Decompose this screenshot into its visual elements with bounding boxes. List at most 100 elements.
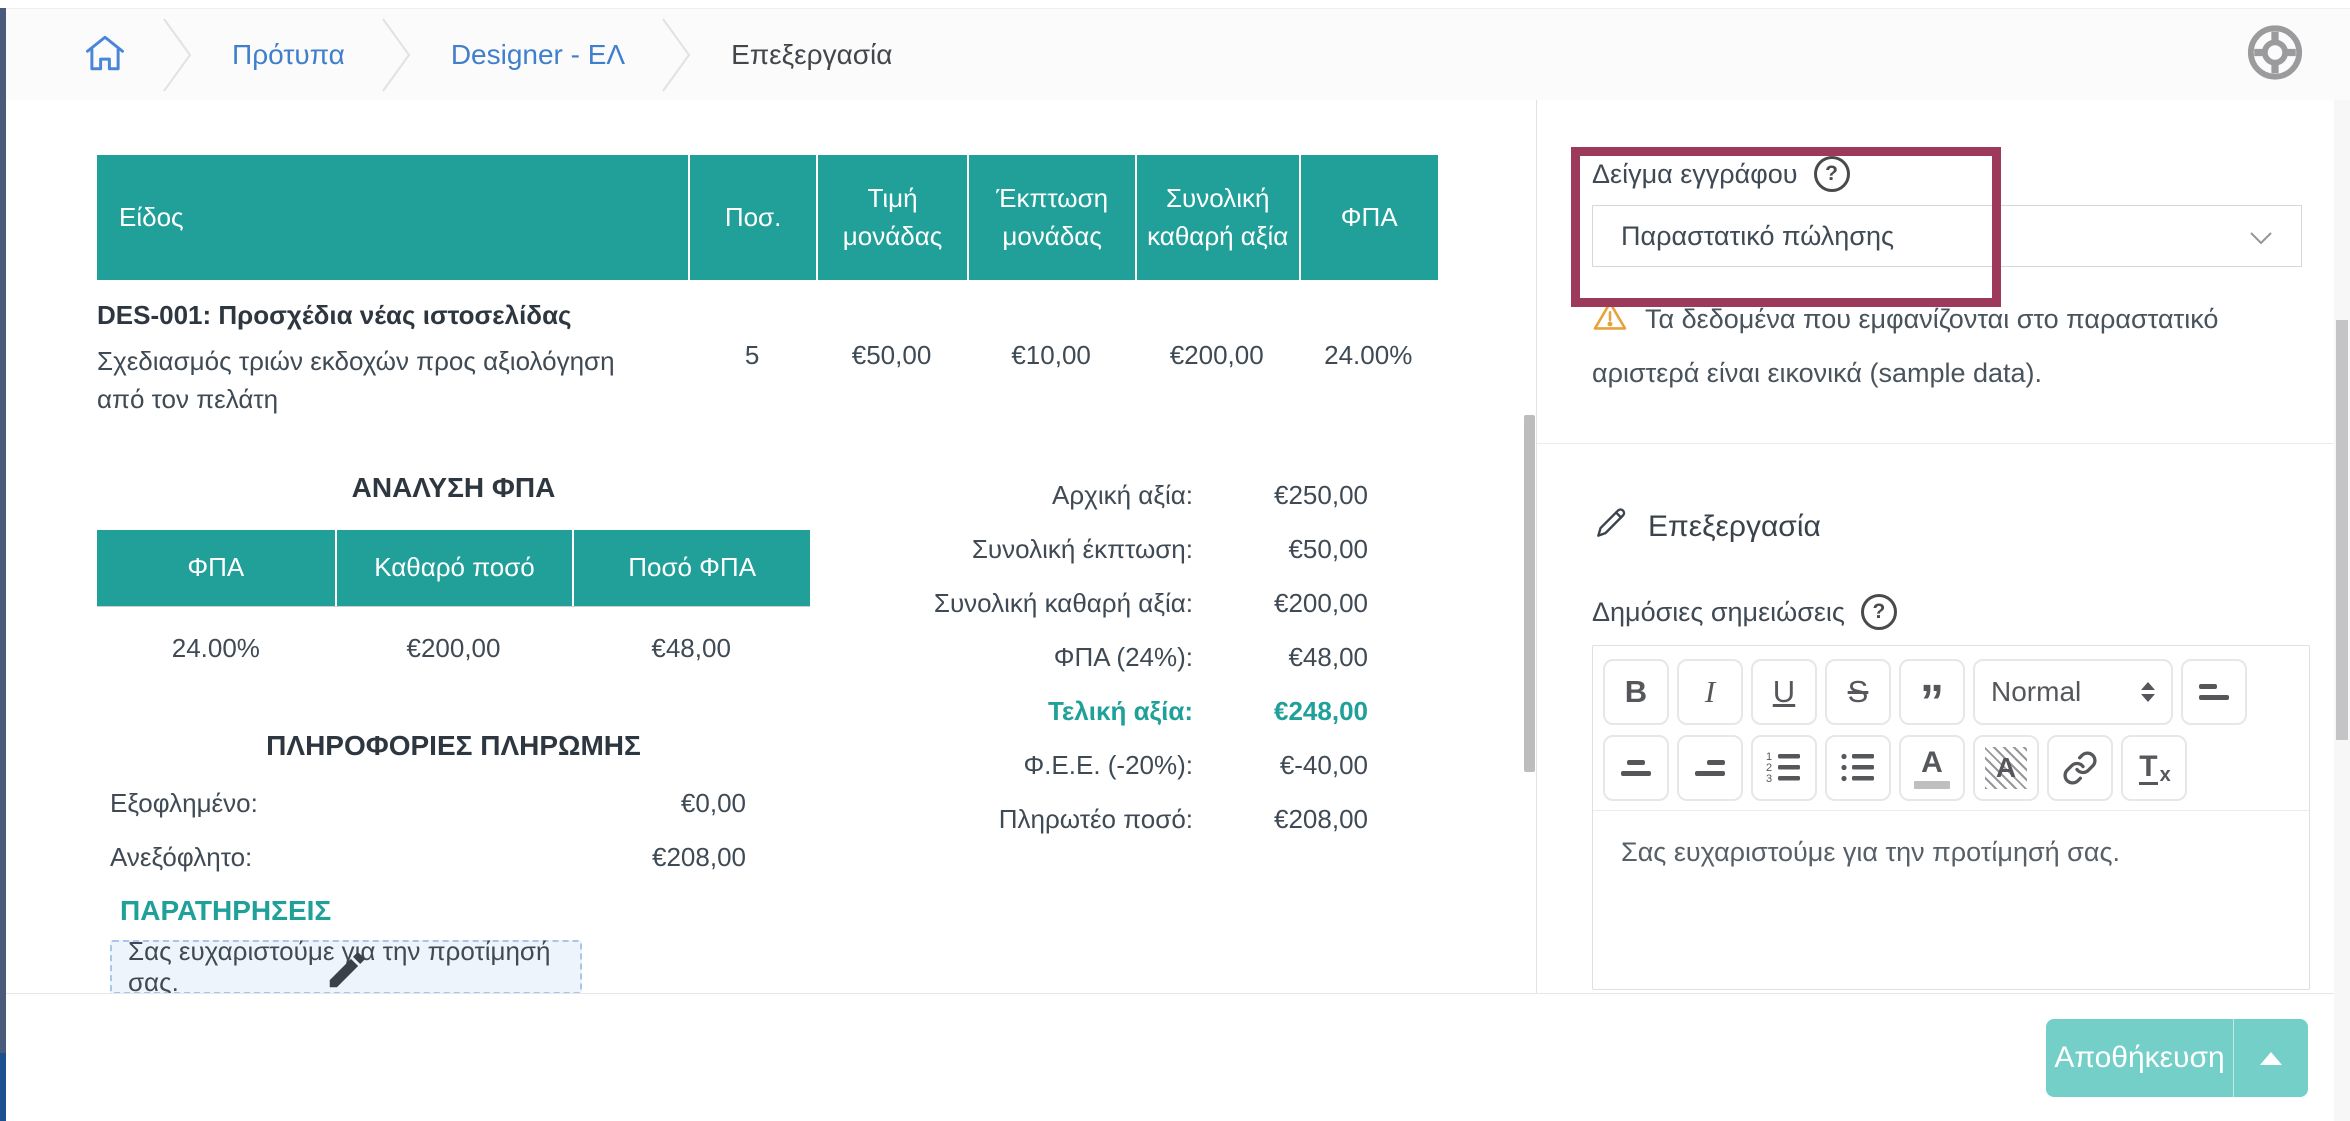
list-item: Φ.Ε.Ε. (-20%): €-40,00 (888, 738, 1368, 792)
paid-value: €0,00 (680, 787, 746, 818)
strikethrough-button[interactable]: S (1825, 659, 1891, 725)
item-vat: 24.00% (1324, 340, 1413, 370)
list-item: Πληρωτέο ποσό: €208,00 (888, 792, 1368, 846)
vat-header-rate: ΦΠΑ (187, 552, 245, 583)
window-scrollbar-thumb[interactable] (2336, 320, 2348, 740)
items-header-unit-price: Τιμή μονάδας (815, 155, 968, 280)
vat-header-net: Καθαρό ποσό (334, 530, 573, 606)
pencil-icon (1592, 504, 1630, 550)
sample-data-warning: Τα δεδομένα που εμφανίζονται στο παραστα… (1592, 292, 2297, 400)
vat-analysis-table: ΦΠΑ Καθαρό ποσό Ποσό ΦΠΑ 24.00% €200,00 … (97, 530, 810, 664)
vat-analysis-title: ΑΝΑΛΥΣΗ ΦΠΑ (351, 472, 556, 503)
breadcrumb-chevron-icon (659, 9, 697, 101)
bold-button[interactable]: B (1603, 659, 1669, 725)
notes-section-title: ΠΑΡΑΤΗΡΗΣΕΙΣ (120, 895, 332, 926)
total-label: Φ.Ε.Ε. (-20%): (1023, 749, 1193, 780)
public-notes-content[interactable]: Σας ευχαριστούμε για την προτίμησή σας. (1621, 837, 2120, 867)
text-color-button[interactable]: A (1899, 735, 1965, 801)
list-item: Συνολική έκπτωση: €50,00 (888, 522, 1368, 576)
link-button[interactable] (2047, 735, 2113, 801)
panel-divider (1536, 100, 1537, 993)
item-unit-discount: €10,00 (1011, 340, 1091, 370)
total-label: Τελική αξία: (1047, 695, 1193, 726)
total-value: €208,00 (1274, 803, 1368, 834)
align-center-button[interactable] (1603, 735, 1669, 801)
window-scrollbar-track[interactable] (2334, 100, 2350, 1121)
total-value: €-40,00 (1279, 749, 1368, 780)
support-button[interactable] (2246, 24, 2304, 87)
total-label: ΦΠΑ (24%): (1053, 641, 1193, 672)
background-color-button[interactable]: A (1973, 735, 2039, 801)
table-row: 24.00% €200,00 €48,00 (97, 607, 810, 664)
items-header-qty: Ποσ. (688, 155, 815, 280)
total-label: Συνολική έκπτωση: (971, 533, 1193, 564)
italic-button[interactable]: I (1677, 659, 1743, 725)
chevron-down-icon (2249, 221, 2273, 252)
breadcrumb-bar: Πρότυπα Designer - ΕΛ Επεξεργασία (6, 8, 2350, 102)
breadcrumb: Πρότυπα Designer - ΕΛ Επεξεργασία (6, 9, 892, 101)
total-label: Συνολική καθαρή αξία: (933, 587, 1193, 618)
question-circle-icon[interactable]: ? (1813, 156, 1850, 192)
items-header-unit-discount: Έκπτωση μονάδας (967, 155, 1135, 280)
unpaid-label: Ανεξόφλητο: (110, 841, 253, 872)
svg-text:1: 1 (1766, 751, 1772, 763)
notes-text: Σας ευχαριστούμε για την προτίμησή σας. (128, 936, 551, 997)
settings-panel: Δείγμα εγγράφου ? Παραστατικό πώλησης Τα… (1537, 100, 2334, 993)
left-accent-strip-bottom (0, 1053, 6, 1121)
public-notes-editor: B I U S ” Normal (1592, 645, 2310, 990)
item-quantity: 5 (744, 340, 760, 370)
final-total-row: Τελική αξία: €248,00 (888, 684, 1368, 738)
ordered-list-button[interactable]: 1 2 3 (1751, 735, 1817, 801)
vat-rate-value: 24.00% (171, 633, 260, 663)
item-unit-price: €50,00 (851, 340, 932, 370)
save-button[interactable]: Αποθήκευση (2046, 1019, 2234, 1097)
vat-amount-value: €48,00 (651, 633, 731, 663)
invoice-items-table: Είδος Ποσ. Τιμή μονάδας Έκπτωση μονάδας … (97, 155, 1438, 418)
invoice-totals: Αρχική αξία: €250,00 Συνολική έκπτωση: €… (888, 468, 1368, 846)
items-header-net-value: Συνολική καθαρή αξία (1134, 155, 1299, 280)
public-notes-label: Δημόσιες σημειώσεις (1592, 596, 1845, 627)
question-circle-icon[interactable]: ? (1860, 594, 1897, 630)
paragraph-format-select[interactable]: Normal (1973, 659, 2173, 725)
list-item: ΦΠΑ (24%): €48,00 (888, 630, 1368, 684)
align-left-button[interactable] (2181, 659, 2247, 725)
lifebuoy-icon (2246, 25, 2304, 86)
rich-text-toolbar: B I U S ” Normal (1593, 646, 2309, 811)
vat-and-payment-column: ΑΝΑΛΥΣΗ ΦΠΑ ΦΠΑ Καθαρό ποσό Ποσό ΦΠΑ 24.… (97, 472, 810, 884)
divider (1537, 443, 2334, 444)
warning-text: Τα δεδομένα που εμφανίζονται στο παραστα… (1592, 304, 2219, 388)
home-breadcrumb-link[interactable] (84, 33, 126, 78)
footer-bar: Αποθήκευση (6, 993, 2334, 1121)
save-split-button[interactable]: Αποθήκευση (2046, 1019, 2308, 1097)
align-right-button[interactable] (1677, 735, 1743, 801)
underline-button[interactable]: U (1751, 659, 1817, 725)
breadcrumb-chevron-icon (379, 9, 417, 101)
sample-document-label: Δείγμα εγγράφου (1592, 158, 1798, 189)
breadcrumb-current-edit: Επεξεργασία (731, 39, 893, 70)
invoice-template-preview: Είδος Ποσ. Τιμή μονάδας Έκπτωση μονάδας … (6, 100, 1536, 997)
item-net-value: €200,00 (1169, 340, 1264, 370)
breadcrumb-link-templates[interactable]: Πρότυπα (232, 39, 345, 70)
notes-editable-block[interactable]: Σας ευχαριστούμε για την προτίμησή σας. (110, 936, 582, 997)
breadcrumb-link-designer[interactable]: Designer - ΕΛ (450, 39, 626, 70)
total-label: Πληρωτέο ποσό: (998, 803, 1193, 834)
svg-text:2: 2 (1766, 762, 1772, 774)
breadcrumb-chevron-icon (160, 9, 198, 101)
save-options-toggle[interactable] (2234, 1019, 2308, 1097)
preview-scrollbar-thumb[interactable] (1524, 415, 1535, 772)
edit-section-title: Επεξεργασία (1648, 510, 1821, 543)
home-icon (84, 33, 126, 78)
total-value: €48,00 (1288, 641, 1368, 672)
items-header-vat: ΦΠΑ (1298, 155, 1438, 280)
svg-text:3: 3 (1766, 773, 1772, 785)
blockquote-button[interactable]: ” (1899, 659, 1965, 727)
bullet-list-button[interactable] (1825, 735, 1891, 801)
sample-document-select[interactable]: Παραστατικό πώλησης (1592, 205, 2302, 267)
paid-label: Εξοφλημένο: (110, 787, 258, 818)
total-value: €200,00 (1274, 587, 1368, 618)
item-description: Σχεδιασμός τριών εκδοχών προς αξιολόγηση… (97, 346, 615, 414)
items-table-header: Είδος Ποσ. Τιμή μονάδας Έκπτωση μονάδας … (97, 155, 1438, 280)
updown-arrows-icon (2141, 682, 2155, 702)
